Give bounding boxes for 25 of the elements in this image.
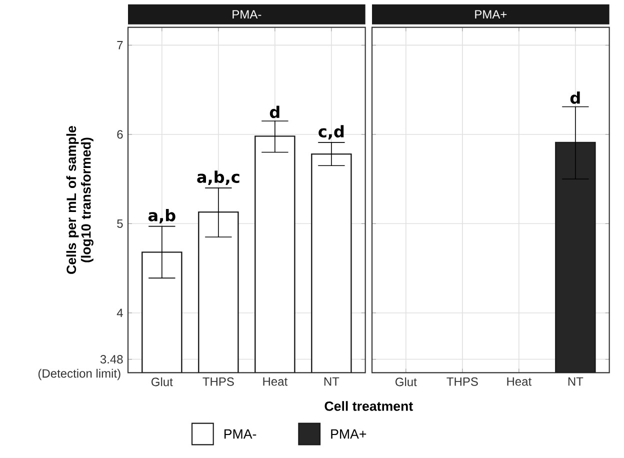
annotation: c,d (318, 125, 344, 140)
chart-title: PMA+ (475, 10, 507, 19)
y-tick-label: 3.48 (100, 355, 123, 364)
x-tick-label: Heat (507, 377, 532, 386)
legend-label: PMA+ (331, 429, 366, 439)
text: PMA- (224, 429, 256, 439)
y-tick-label: 7 (117, 41, 123, 50)
x-tick-label: THPS (202, 377, 234, 386)
x-tick-label: NT (324, 377, 340, 386)
x-tick-label: Heat (263, 377, 288, 386)
x-tick-label: Glut (396, 377, 417, 386)
annotation: a,b,c (197, 170, 240, 186)
x-tick-label: NT (568, 377, 584, 386)
y-axis-title: Cells per mL of sample (log10 transformed) (66, 126, 94, 274)
y-tick-label: 6 (117, 130, 123, 139)
y-tick-label: 4 (116, 308, 123, 318)
annotation: a,b (148, 208, 176, 224)
x-tick-label: THPS (446, 377, 478, 386)
chart-title: PMA- (232, 10, 262, 19)
annotation: d (270, 106, 280, 118)
text: (Detection limit) (38, 368, 120, 380)
annotation: d (570, 91, 580, 104)
x-axis-title: Cell treatment (324, 401, 413, 411)
x-tick-label: Glut (152, 377, 173, 386)
y-tick-label: 5 (117, 219, 123, 228)
